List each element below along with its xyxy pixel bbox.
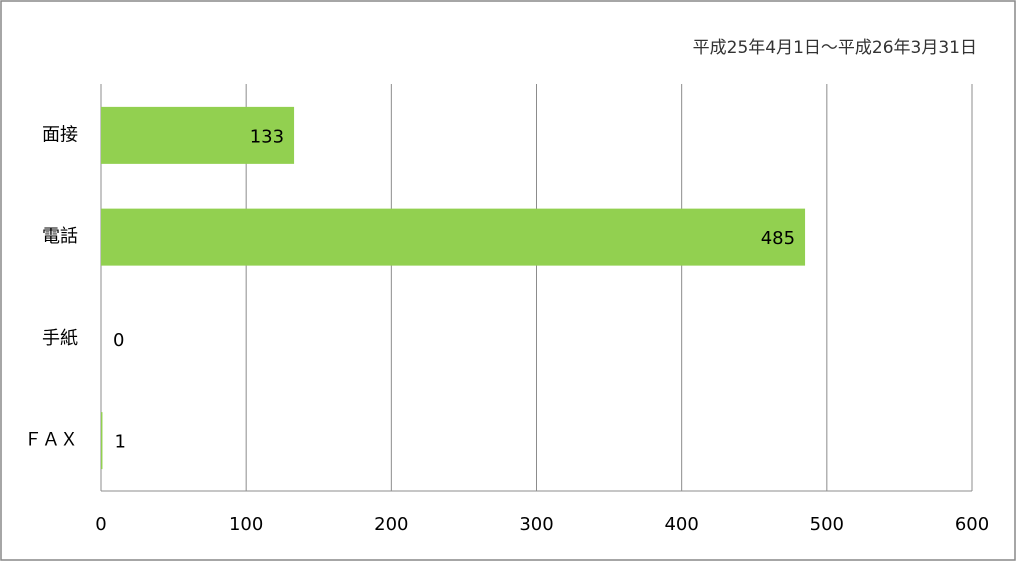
data-label: 1 [114, 432, 125, 453]
x-tick-label: 400 [664, 514, 698, 535]
x-tick-label: 200 [374, 514, 408, 535]
y-tick-label: 電話 [42, 226, 78, 247]
bar [101, 412, 103, 470]
y-tick-label: 面接 [42, 124, 78, 145]
bar [101, 106, 295, 164]
x-tick-label: 300 [519, 514, 553, 535]
data-label: 133 [250, 126, 284, 147]
chart-subtitle: 平成25年4月1日～平成26年3月31日 [693, 38, 977, 58]
x-tick-label: 0 [95, 514, 106, 535]
bar [101, 208, 806, 266]
x-tick-label: 500 [810, 514, 844, 535]
data-label: 485 [761, 228, 795, 249]
data-label: 0 [113, 330, 124, 351]
y-tick-label: 手紙 [42, 328, 78, 349]
y-tick-label: ＦＡＸ [24, 430, 78, 451]
x-tick-label: 600 [955, 514, 989, 535]
x-tick-label: 100 [229, 514, 263, 535]
